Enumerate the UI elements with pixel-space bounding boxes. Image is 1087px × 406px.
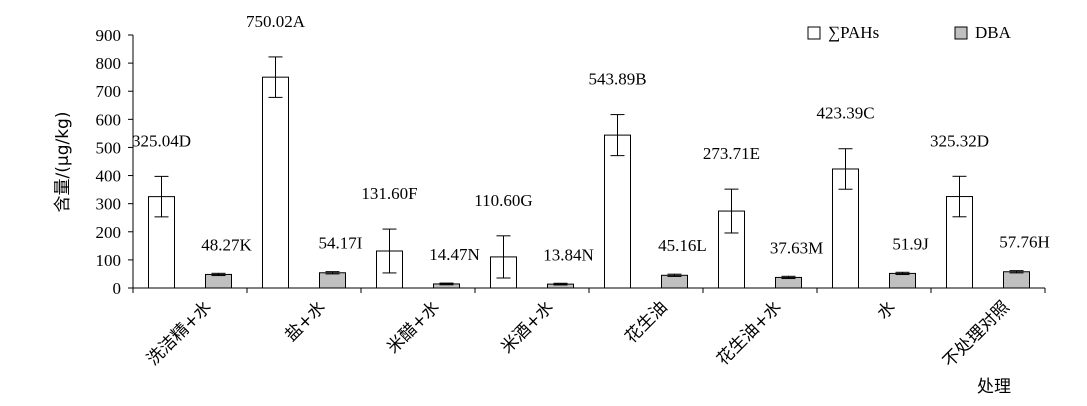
y-axis-label: 含量/(μg/kg) xyxy=(53,112,73,213)
data-label: 14.47N xyxy=(429,245,480,264)
data-label: 325.32D xyxy=(930,131,989,150)
data-label: 48.27K xyxy=(201,235,252,254)
x-tick-label: 不处理对照 xyxy=(939,297,1013,371)
bar xyxy=(205,273,232,289)
y-tick-label: 700 xyxy=(96,82,122,101)
bar xyxy=(889,272,916,289)
legend-swatch xyxy=(954,26,968,40)
legend-swatch xyxy=(807,26,821,40)
data-label: 543.89B xyxy=(588,70,646,89)
bar xyxy=(1003,271,1030,289)
y-tick-label: 600 xyxy=(96,110,122,129)
legend-label: ∑PAHs xyxy=(828,23,879,42)
data-label: 57.76H xyxy=(999,233,1050,252)
axes: 0 100 200 300 400 500 600 700 800 900 洗洁精+水 盐+水 米醋+水… xyxy=(96,26,1046,372)
data-labels: 325.04D 750.02A 131.60F 110.60G 543.89B 273.7… xyxy=(132,12,1050,264)
x-axis-label: 处理 xyxy=(977,377,1011,397)
data-label: 131.60F xyxy=(361,184,417,203)
legend: ∑PAHs DBA xyxy=(807,23,1012,42)
bar xyxy=(262,76,289,289)
data-label: 54.17I xyxy=(319,234,363,253)
legend-label: DBA xyxy=(975,23,1012,42)
y-tick-label: 200 xyxy=(96,223,122,242)
data-label: 325.04D xyxy=(132,131,191,150)
y-tick-label: 100 xyxy=(96,251,122,270)
y-tick-label: 0 xyxy=(113,279,122,298)
bar xyxy=(604,134,631,289)
x-tick-label: 洗洁精+水 xyxy=(143,297,215,369)
data-label: 37.63M xyxy=(770,238,823,257)
data-label: 423.39C xyxy=(816,104,874,123)
y-tick-label: 400 xyxy=(96,167,122,186)
x-tick-label: 盐+水 xyxy=(281,297,329,345)
data-label: 45.16L xyxy=(658,236,707,255)
x-tick-label: 米醋+水 xyxy=(383,297,443,357)
bars xyxy=(148,56,1030,289)
x-tick-label: 米酒+水 xyxy=(497,297,557,357)
y-tick-label: 300 xyxy=(96,195,122,214)
y-tick-label: 900 xyxy=(96,26,122,45)
y-tick-label: 800 xyxy=(96,54,122,73)
x-tick-label: 水 xyxy=(873,297,899,323)
bar xyxy=(661,274,688,289)
data-label: 51.9J xyxy=(892,234,929,253)
bar xyxy=(319,272,346,289)
x-tick-label: 花生油 xyxy=(621,297,671,347)
data-label: 13.84N xyxy=(543,245,594,264)
x-tick-label: 花生油+水 xyxy=(713,297,785,369)
data-label: 750.02A xyxy=(246,12,306,31)
y-tick-label: 500 xyxy=(96,138,122,157)
data-label: 273.71E xyxy=(703,144,760,163)
data-label: 110.60G xyxy=(474,191,532,210)
